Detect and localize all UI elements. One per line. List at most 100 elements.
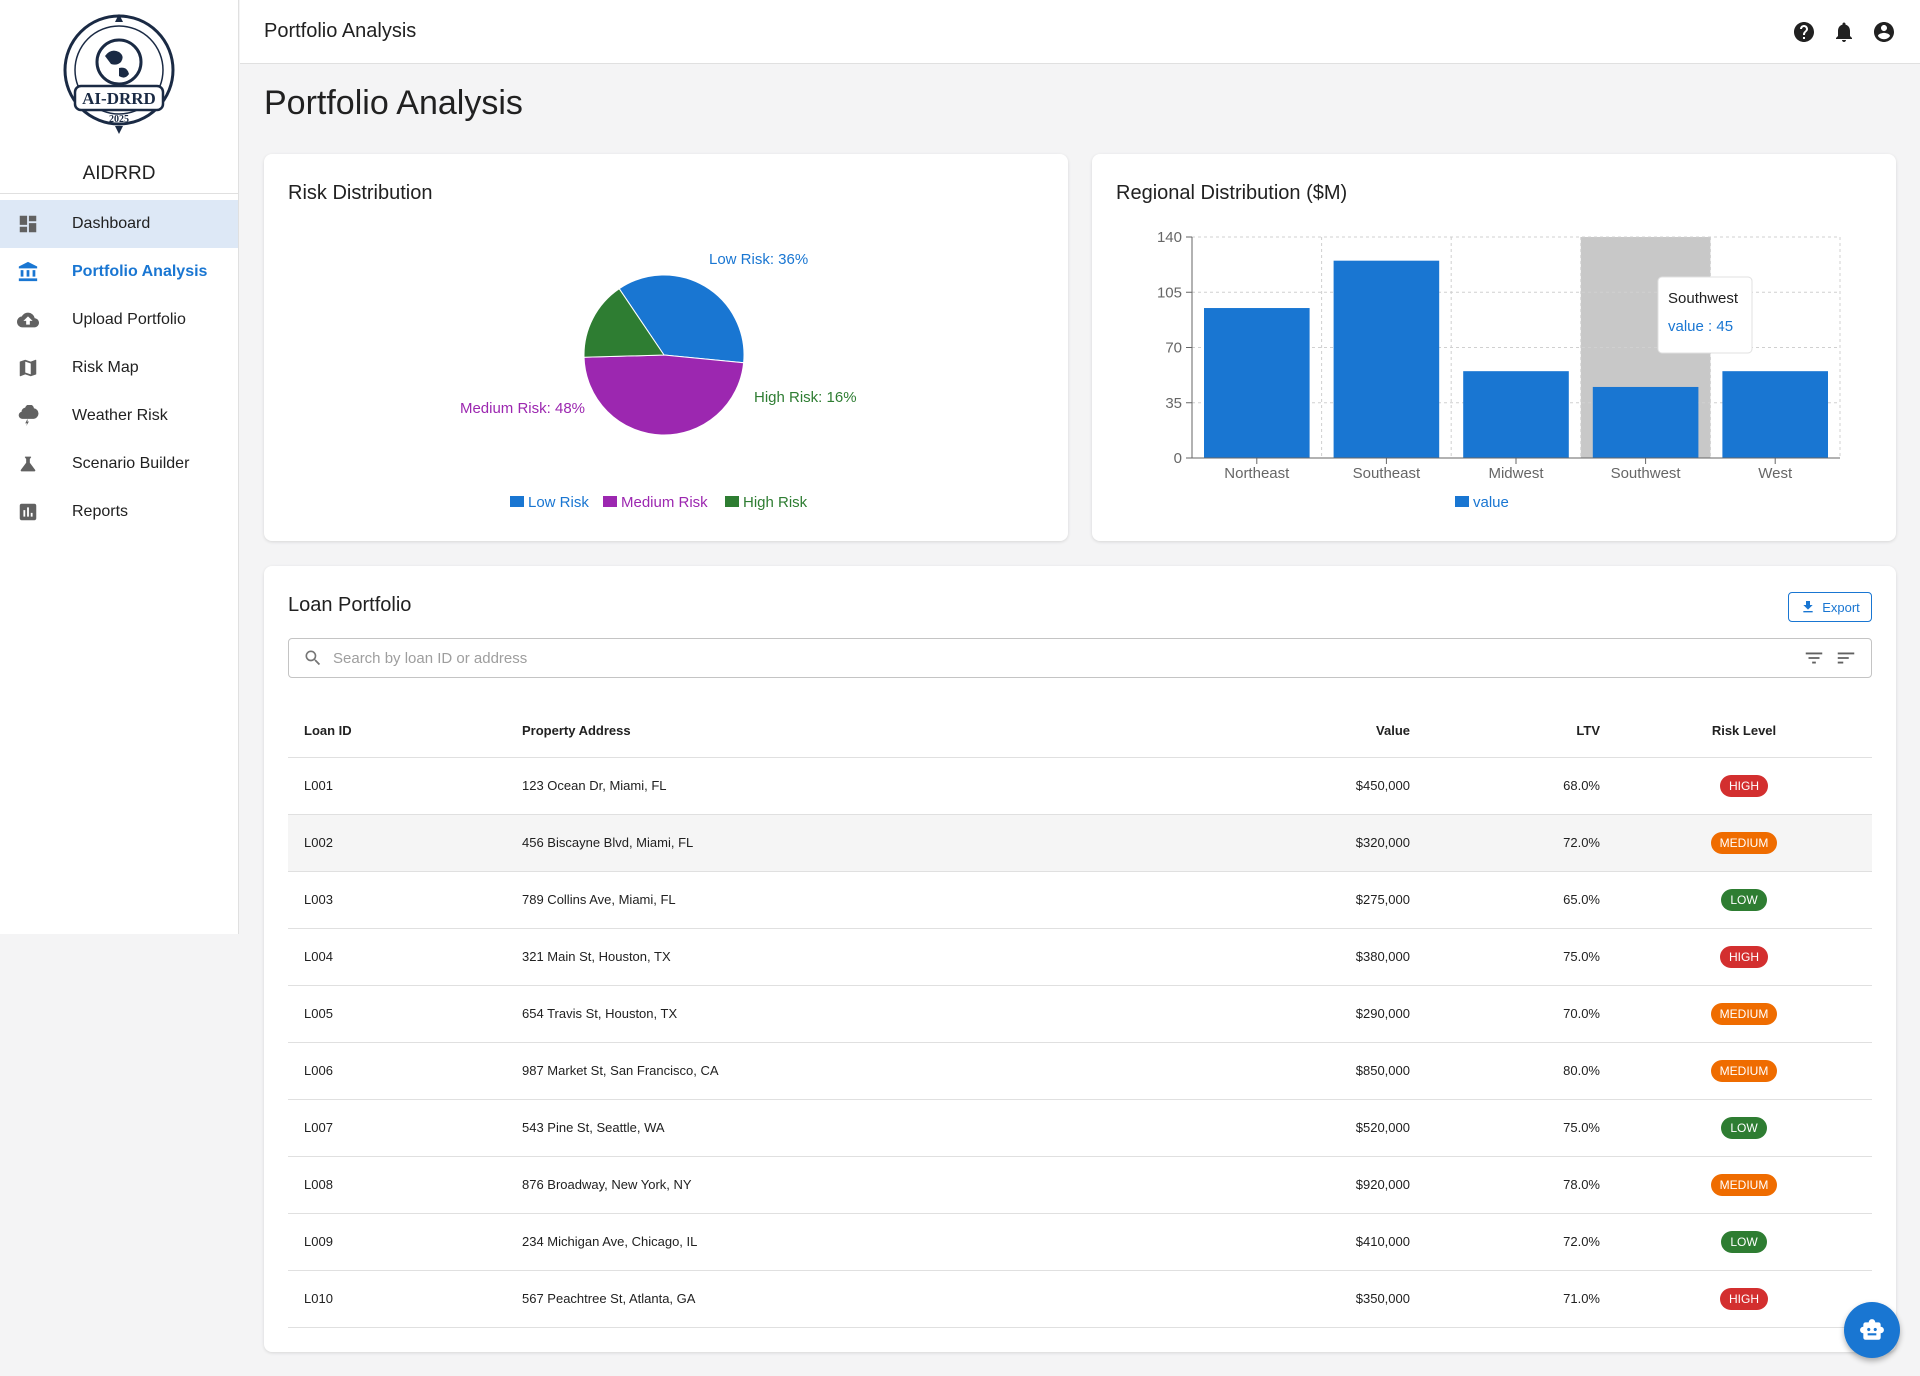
loan-id-cell: L001 bbox=[288, 757, 506, 815]
thunderstorm-icon bbox=[16, 404, 40, 428]
risk-distribution-card: Risk Distribution Low Risk: 36% Medium Ri… bbox=[264, 154, 1068, 541]
table-row[interactable]: L005 654 Travis St, Houston, TX $290,000 70… bbox=[288, 985, 1872, 1043]
risk-badge: MEDIUM bbox=[1710, 1173, 1778, 1196]
ai-drrd-logo: AI-DRRD 2025 bbox=[63, 14, 175, 134]
sidebar-item-label: Reports bbox=[72, 503, 129, 520]
search-field[interactable] bbox=[288, 638, 1872, 678]
sidebar-item-dashboard[interactable]: Dashboard bbox=[0, 200, 238, 248]
sidebar: AI-DRRD 2025 AIDRRD Dashboard Portfolio … bbox=[0, 0, 239, 934]
address-cell: 123 Ocean Dr, Miami, FL bbox=[506, 757, 1226, 815]
ltv-cell: 72.0% bbox=[1426, 814, 1616, 872]
bar-chart: 0 35 70 105 140 Northeast Southeast Midwest Sout… bbox=[1157, 229, 1841, 511]
column-header-ltv[interactable]: LTV bbox=[1426, 704, 1616, 758]
ltv-cell: 71.0% bbox=[1426, 1270, 1616, 1328]
table-row[interactable]: L003 789 Collins Ave, Miami, FL $275,000 65… bbox=[288, 871, 1872, 929]
table-row[interactable]: L004 321 Main St, Houston, TX $380,000 75.0… bbox=[288, 928, 1872, 986]
sidebar-item-portfolio-analysis[interactable]: Portfolio Analysis bbox=[0, 248, 238, 296]
loan-id-cell: L003 bbox=[288, 871, 506, 929]
page-title: Portfolio Analysis bbox=[264, 84, 523, 122]
ltv-cell: 80.0% bbox=[1426, 1042, 1616, 1100]
table-row[interactable]: L010 567 Peachtree St, Atlanta, GA $350,00… bbox=[288, 1270, 1872, 1328]
legend-label: Medium Risk bbox=[621, 494, 708, 511]
sidebar-item-scenario-builder[interactable]: Scenario Builder bbox=[0, 440, 238, 488]
account-icon[interactable] bbox=[1870, 18, 1898, 46]
sidebar-item-reports[interactable]: Reports bbox=[0, 488, 238, 536]
export-button[interactable]: Export bbox=[1788, 592, 1872, 622]
pie-slice-low-risk bbox=[618, 274, 745, 364]
pie-label: High Risk: 16% bbox=[754, 389, 857, 406]
risk-badge: MEDIUM bbox=[1710, 831, 1778, 854]
search-input[interactable] bbox=[333, 649, 1871, 667]
ltv-cell: 75.0% bbox=[1426, 928, 1616, 986]
loan-id-cell: L006 bbox=[288, 1042, 506, 1100]
address-cell: 987 Market St, San Francisco, CA bbox=[506, 1042, 1226, 1100]
ltv-cell: 72.0% bbox=[1426, 1213, 1616, 1271]
logo-year: 2025 bbox=[109, 114, 129, 125]
x-tick-label: Southeast bbox=[1353, 465, 1421, 482]
risk-badge: MEDIUM bbox=[1710, 1059, 1778, 1082]
column-header-loan-id[interactable]: Loan ID bbox=[288, 704, 506, 758]
address-cell: 543 Pine St, Seattle, WA bbox=[506, 1099, 1226, 1157]
address-cell: 456 Biscayne Blvd, Miami, FL bbox=[506, 814, 1226, 872]
column-header-risk-level[interactable]: Risk Level bbox=[1616, 704, 1872, 758]
table-row[interactable]: L008 876 Broadway, New York, NY $920,000 78… bbox=[288, 1156, 1872, 1214]
legend-swatch bbox=[510, 496, 524, 507]
sidebar-item-risk-map[interactable]: Risk Map bbox=[0, 344, 238, 392]
table-row[interactable]: L009 234 Michigan Ave, Chicago, IL $410,00… bbox=[288, 1213, 1872, 1271]
sidebar-item-label: Weather Risk bbox=[72, 407, 168, 424]
topbar-actions bbox=[1790, 18, 1898, 46]
bar-southwest bbox=[1592, 386, 1699, 458]
assistant-fab[interactable] bbox=[1844, 1302, 1900, 1358]
bar-midwest bbox=[1463, 371, 1569, 458]
risk-cell: LOW bbox=[1616, 1213, 1872, 1271]
y-tick-label: 105 bbox=[1157, 284, 1182, 301]
y-tick-label: 35 bbox=[1165, 395, 1182, 412]
sidebar-item-upload-portfolio[interactable]: Upload Portfolio bbox=[0, 296, 238, 344]
address-cell: 654 Travis St, Houston, TX bbox=[506, 985, 1226, 1043]
bar-chart-icon bbox=[16, 500, 40, 524]
table-row[interactable]: L006 987 Market St, San Francisco, CA $850… bbox=[288, 1042, 1872, 1100]
risk-cell: MEDIUM bbox=[1616, 814, 1872, 872]
regional-distribution-card: Regional Distribution ($M) 0 35 70 105 140 No… bbox=[1092, 154, 1896, 541]
brand-name: AIDRRD bbox=[0, 154, 238, 194]
value-cell: $380,000 bbox=[1226, 928, 1426, 986]
loan-id-cell: L010 bbox=[288, 1270, 506, 1328]
table-header-row: Loan ID Property Address Value LTV Risk … bbox=[288, 704, 1872, 758]
sidebar-item-label: Upload Portfolio bbox=[72, 311, 186, 328]
table-row[interactable]: L001 123 Ocean Dr, Miami, FL $450,000 68.0%… bbox=[288, 757, 1872, 815]
risk-badge: LOW bbox=[1721, 888, 1767, 911]
sidebar-item-label: Portfolio Analysis bbox=[72, 263, 208, 280]
y-tick-label: 0 bbox=[1174, 450, 1182, 467]
address-cell: 876 Broadway, New York, NY bbox=[506, 1156, 1226, 1214]
column-header-value[interactable]: Value bbox=[1226, 704, 1426, 758]
pie-slice-high-risk bbox=[583, 288, 665, 358]
value-cell: $450,000 bbox=[1226, 757, 1426, 815]
y-tick-label: 140 bbox=[1157, 229, 1182, 246]
help-icon[interactable] bbox=[1790, 18, 1818, 46]
value-cell: $350,000 bbox=[1226, 1270, 1426, 1328]
ltv-cell: 75.0% bbox=[1426, 1099, 1616, 1157]
sidebar-item-label: Dashboard bbox=[72, 215, 151, 232]
dashboard-icon bbox=[16, 212, 40, 236]
filter-icon[interactable] bbox=[1803, 647, 1825, 669]
sidebar-nav: Dashboard Portfolio Analysis Upload Port… bbox=[0, 200, 238, 536]
table-row[interactable]: L007 543 Pine St, Seattle, WA $520,000 75.0… bbox=[288, 1099, 1872, 1157]
risk-badge: LOW bbox=[1721, 1230, 1767, 1253]
pie-slice-medium-risk bbox=[583, 354, 745, 436]
card-title: Regional Distribution ($M) bbox=[1116, 182, 1348, 204]
loan-table: Loan ID Property Address Value LTV Risk … bbox=[288, 704, 1872, 1328]
column-header-address[interactable]: Property Address bbox=[506, 704, 1226, 758]
value-cell: $920,000 bbox=[1226, 1156, 1426, 1214]
sidebar-item-label: Scenario Builder bbox=[72, 455, 190, 472]
table-row[interactable]: L002 456 Biscayne Blvd, Miami, FL $320,000… bbox=[288, 814, 1872, 872]
risk-badge: HIGH bbox=[1720, 945, 1768, 968]
address-cell: 567 Peachtree St, Atlanta, GA bbox=[506, 1270, 1226, 1328]
loan-id-cell: L007 bbox=[288, 1099, 506, 1157]
map-icon bbox=[16, 356, 40, 380]
notifications-icon[interactable] bbox=[1830, 18, 1858, 46]
loan-id-cell: L002 bbox=[288, 814, 506, 872]
sort-icon[interactable] bbox=[1835, 647, 1857, 669]
export-label: Export bbox=[1822, 599, 1860, 615]
risk-badge: HIGH bbox=[1720, 1287, 1768, 1310]
sidebar-item-weather-risk[interactable]: Weather Risk bbox=[0, 392, 238, 440]
